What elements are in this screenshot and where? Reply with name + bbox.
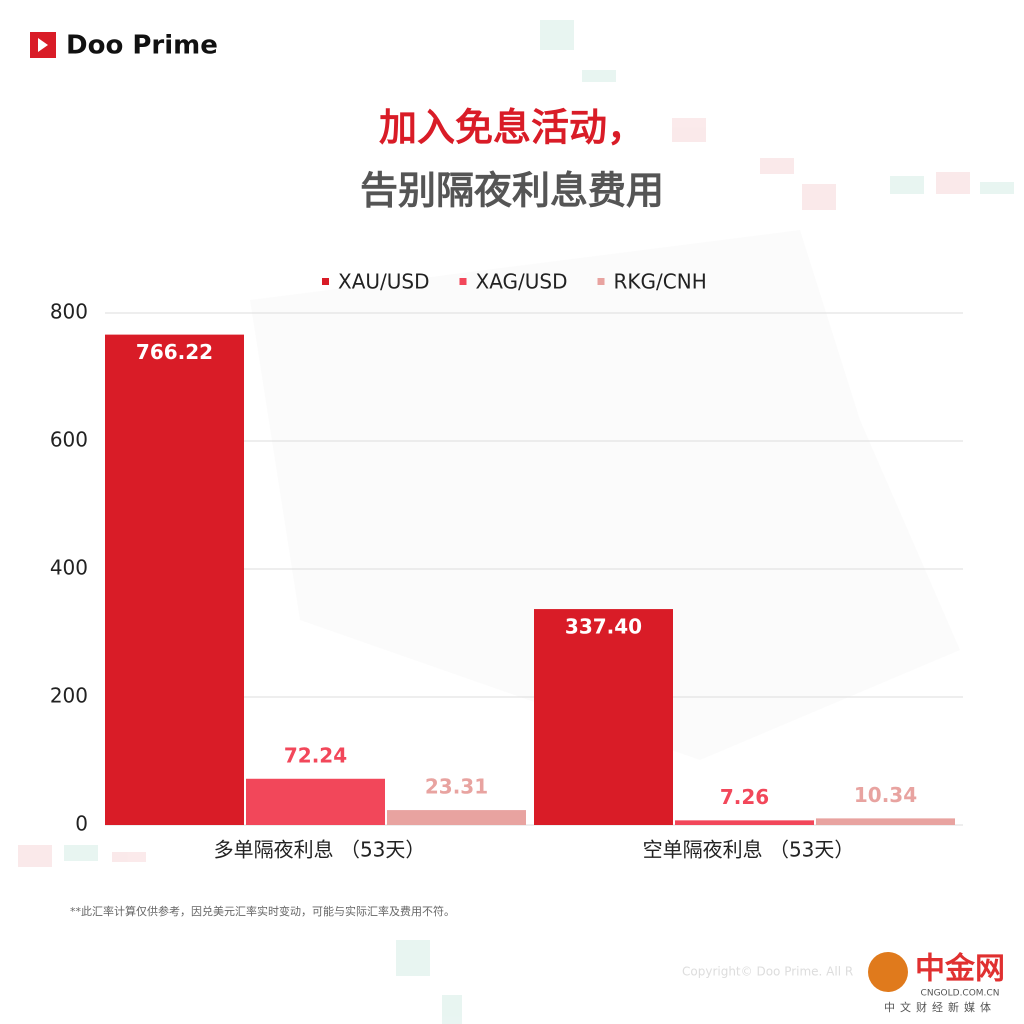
y-tick-label: 600 — [50, 428, 88, 452]
watermark-site: CNGOLD.COM.CN — [921, 989, 1000, 999]
data-label: 766.22 — [136, 340, 213, 364]
legend-label: XAG/USD — [476, 270, 568, 294]
y-tick-label: 400 — [50, 556, 88, 580]
legend-label: XAU/USD — [338, 270, 430, 294]
watermark-tagline: 中文财经新媒体 — [884, 1000, 996, 1014]
legend-label: RKG/CNH — [614, 270, 707, 294]
y-tick-label: 200 — [50, 684, 88, 708]
y-tick-label: 800 — [50, 300, 88, 324]
watermark-name: 中金网 — [915, 952, 1005, 987]
data-label: 23.31 — [425, 775, 488, 799]
data-label: 7.26 — [720, 785, 769, 809]
x-tick-label: 空单隔夜利息 （53天） — [643, 838, 855, 862]
legend-swatch — [322, 278, 329, 285]
y-tick-label: 0 — [75, 812, 88, 836]
chart-title: 加入免息活动， — [379, 106, 645, 150]
footnote: **此汇率计算仅供参考，因兑美元汇率实时变动，可能与实际汇率及费用不符。 — [70, 904, 455, 918]
background-decoration — [18, 20, 1014, 1024]
chart-subtitle: 告别隔夜利息费用 — [360, 169, 664, 213]
plot: 0 200 400 600 800 XAU/USD XAG/USD RKG/CNH 多单隔夜利息… — [50, 270, 963, 862]
brand: Doo Prime — [66, 31, 218, 61]
bar — [675, 820, 814, 825]
bar — [105, 334, 244, 825]
legend-swatch — [459, 278, 467, 285]
bar — [816, 818, 955, 825]
copyright: Copyright© Doo Prime. All R — [682, 965, 853, 979]
bar — [534, 609, 673, 825]
x-tick-label: 多单隔夜利息 （53天） — [214, 838, 426, 862]
logo: Doo Prime — [30, 31, 218, 61]
bar — [246, 778, 385, 825]
data-label: 337.40 — [565, 615, 642, 639]
watermark: 中金网 CNGOLD.COM.CN 中文财经新媒体 — [868, 952, 1005, 1014]
legend-swatch — [597, 278, 605, 285]
data-label: 10.34 — [854, 783, 917, 807]
data-label: 72.24 — [284, 743, 347, 767]
bar — [387, 810, 526, 825]
